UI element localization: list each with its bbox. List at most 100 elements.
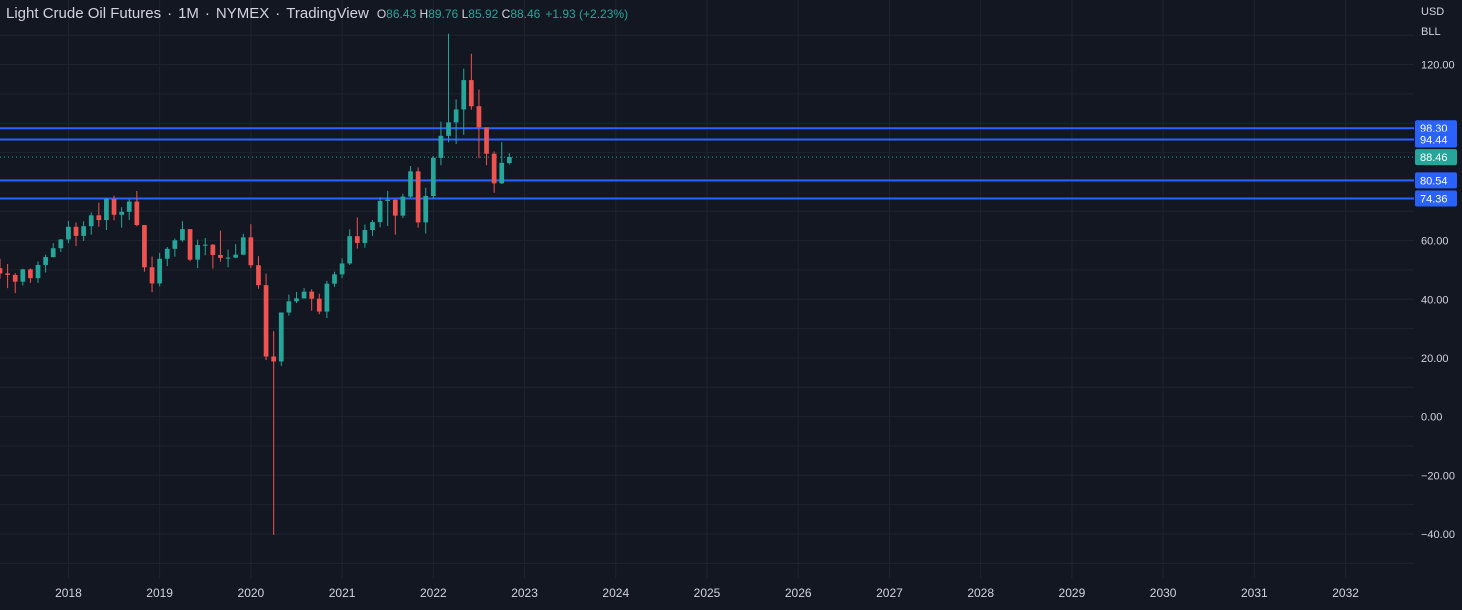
high-value: 89.76 — [428, 7, 459, 21]
candle-body — [446, 122, 451, 136]
candle-body — [134, 201, 140, 226]
y-tick-label: 20.00 — [1421, 353, 1449, 365]
x-tick-label: 2020 — [238, 586, 265, 600]
candle-body — [362, 230, 368, 243]
candle-body — [58, 239, 64, 249]
y-tick-label: −20.00 — [1421, 470, 1455, 482]
candle-body — [142, 225, 147, 268]
change-value: +1.93 (+2.23%) — [545, 7, 629, 21]
candle-body — [461, 80, 467, 110]
candle-body — [286, 301, 292, 313]
y-tick-label: −40.00 — [1421, 529, 1455, 541]
x-tick-label: 2018 — [55, 586, 82, 600]
candle-body — [408, 171, 413, 197]
candle-body — [263, 285, 269, 357]
low-value: 85.92 — [468, 7, 499, 21]
candle-body — [195, 244, 201, 260]
candle-body — [172, 240, 178, 249]
level-price-badge — [1415, 131, 1457, 148]
level-price-badge — [1415, 172, 1457, 189]
x-tick-label: 2023 — [511, 586, 538, 600]
open-value: 86.43 — [386, 7, 417, 21]
candle-body — [50, 248, 56, 258]
candle-body — [256, 265, 261, 286]
level-price-label: 74.36 — [1420, 193, 1448, 205]
source-label: TradingView — [286, 5, 369, 22]
candle-body — [415, 171, 421, 223]
candle-body — [423, 195, 429, 223]
low-key: L — [461, 7, 469, 21]
currency-code: USD — [1421, 6, 1445, 18]
x-tick-label: 2024 — [602, 586, 629, 600]
legend-separator: · — [167, 5, 173, 22]
x-tick-label: 2019 — [146, 586, 173, 600]
y-tick-label: 120.00 — [1421, 60, 1455, 72]
candle-body — [506, 157, 512, 164]
x-tick-label: 2027 — [876, 586, 903, 600]
high-key: H — [419, 7, 429, 21]
candle-body — [225, 257, 231, 259]
symbol-title[interactable]: Light Crude Oil Futures — [6, 5, 162, 22]
symbol-legend: Light Crude Oil Futures · 1M · NYMEX · T… — [6, 5, 628, 22]
y-tick-label: 0.00 — [1421, 412, 1442, 424]
candle-body — [81, 226, 86, 236]
candle-body — [111, 198, 117, 215]
y-tick-label: 40.00 — [1421, 294, 1449, 306]
candle-body — [468, 80, 474, 107]
candle-body — [400, 196, 406, 216]
candle-body — [157, 258, 163, 284]
candle-body — [35, 264, 41, 279]
candle-body — [12, 274, 18, 282]
candle-body — [271, 356, 277, 362]
level-price-label: 94.44 — [1420, 135, 1448, 147]
candle-body — [218, 254, 223, 258]
candle-body — [354, 236, 360, 243]
candle-body — [491, 153, 497, 184]
candle-body — [210, 244, 216, 255]
ohlc-values: O86.43 H89.76 L85.92 C88.46 — [377, 7, 541, 21]
x-tick-label: 2028 — [967, 586, 994, 600]
open-key: O — [376, 7, 387, 21]
x-tick-label: 2032 — [1332, 586, 1359, 600]
candle-body — [5, 273, 10, 275]
x-tick-label: 2025 — [694, 586, 721, 600]
interval-label[interactable]: 1M — [178, 5, 199, 22]
candle-body — [476, 106, 482, 128]
axes: 120.00 60.00 40.00 20.00 0.00 −20.00 −40.00 201… — [55, 60, 1457, 600]
candle-body — [278, 312, 284, 362]
x-tick-label: 2022 — [420, 586, 447, 600]
candle-body — [0, 268, 3, 274]
candle-body — [180, 229, 185, 241]
candle-body — [164, 248, 170, 259]
currency-unit-selector[interactable]: USD BLL — [1421, 2, 1444, 42]
candle-body — [294, 298, 299, 302]
candle-body — [126, 201, 132, 212]
candle-body — [20, 269, 26, 282]
candle-body — [499, 162, 505, 184]
x-tick-label: 2031 — [1241, 586, 1268, 600]
close-key: C — [501, 7, 511, 21]
candle-body — [392, 199, 398, 216]
candle-body — [202, 244, 208, 246]
candle-body — [248, 237, 254, 266]
candle-body — [149, 267, 155, 284]
horizontal-levels[interactable] — [0, 127, 1414, 200]
candle-body — [316, 298, 322, 312]
candle-body — [324, 283, 330, 312]
candle-body — [43, 257, 48, 265]
candle-body — [438, 135, 444, 158]
candle-body — [332, 274, 337, 284]
candle-body — [119, 211, 124, 215]
candle-body — [187, 229, 193, 260]
close-value: 88.46 — [510, 7, 541, 21]
candle-body — [385, 199, 391, 201]
level-price-badge — [1415, 190, 1457, 207]
candle-body — [347, 236, 353, 264]
candle-body — [484, 127, 489, 154]
level-price-label: 80.54 — [1420, 175, 1448, 187]
x-tick-label: 2029 — [1059, 586, 1086, 600]
